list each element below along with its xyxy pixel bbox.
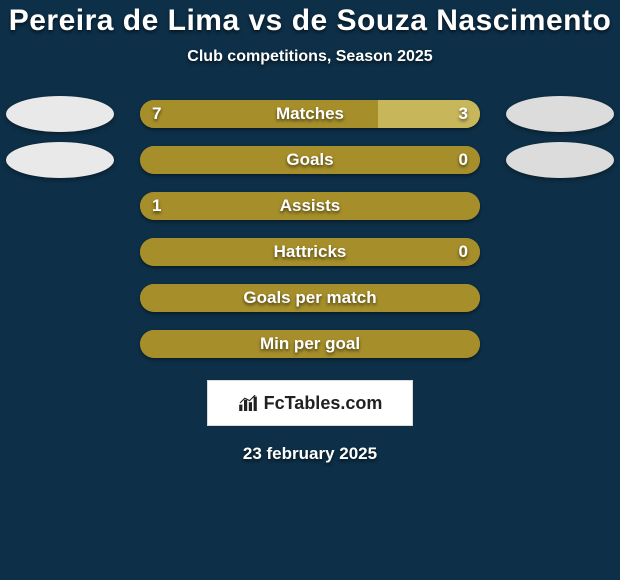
- bars-icon: [238, 395, 258, 411]
- player-avatar-left: [6, 96, 114, 132]
- stat-bar-track: Matches73: [140, 100, 480, 128]
- stat-row: Goals per match: [0, 284, 620, 312]
- stat-row: Goals0: [0, 146, 620, 174]
- player-avatar-right: [506, 142, 614, 178]
- page-title: Pereira de Lima vs de Souza Nascimento: [9, 4, 612, 38]
- stat-bar-left-fill: [140, 192, 480, 220]
- source-logo: FcTables.com: [207, 380, 413, 426]
- stat-bar-track: Hattricks0: [140, 238, 480, 266]
- stat-bar-track: Assists1: [140, 192, 480, 220]
- stat-bar-track: Min per goal: [140, 330, 480, 358]
- stat-row: Matches73: [0, 100, 620, 128]
- page-subtitle: Club competitions, Season 2025: [187, 48, 432, 66]
- stat-bar-left-fill: [140, 100, 378, 128]
- stat-row: Hattricks0: [0, 238, 620, 266]
- stat-bar-left-fill: [140, 238, 480, 266]
- stat-bar-left-fill: [140, 284, 480, 312]
- stat-row: Assists1: [0, 192, 620, 220]
- stat-row: Min per goal: [0, 330, 620, 358]
- stat-bar-track: Goals per match: [140, 284, 480, 312]
- stat-bar-left-fill: [140, 146, 480, 174]
- report-date: 23 february 2025: [243, 444, 377, 464]
- stat-bar-right-fill: [378, 100, 480, 128]
- player-avatar-right: [506, 96, 614, 132]
- source-logo-text: FcTables.com: [264, 393, 383, 414]
- stat-rows: Matches73 Goals0 Assists1 Hattricks0 Goals p…: [0, 100, 620, 358]
- comparison-chart: Pereira de Lima vs de Souza Nascimento C…: [0, 0, 620, 464]
- player-avatar-left: [6, 142, 114, 178]
- stat-bar-track: Goals0: [140, 146, 480, 174]
- stat-bar-left-fill: [140, 330, 480, 358]
